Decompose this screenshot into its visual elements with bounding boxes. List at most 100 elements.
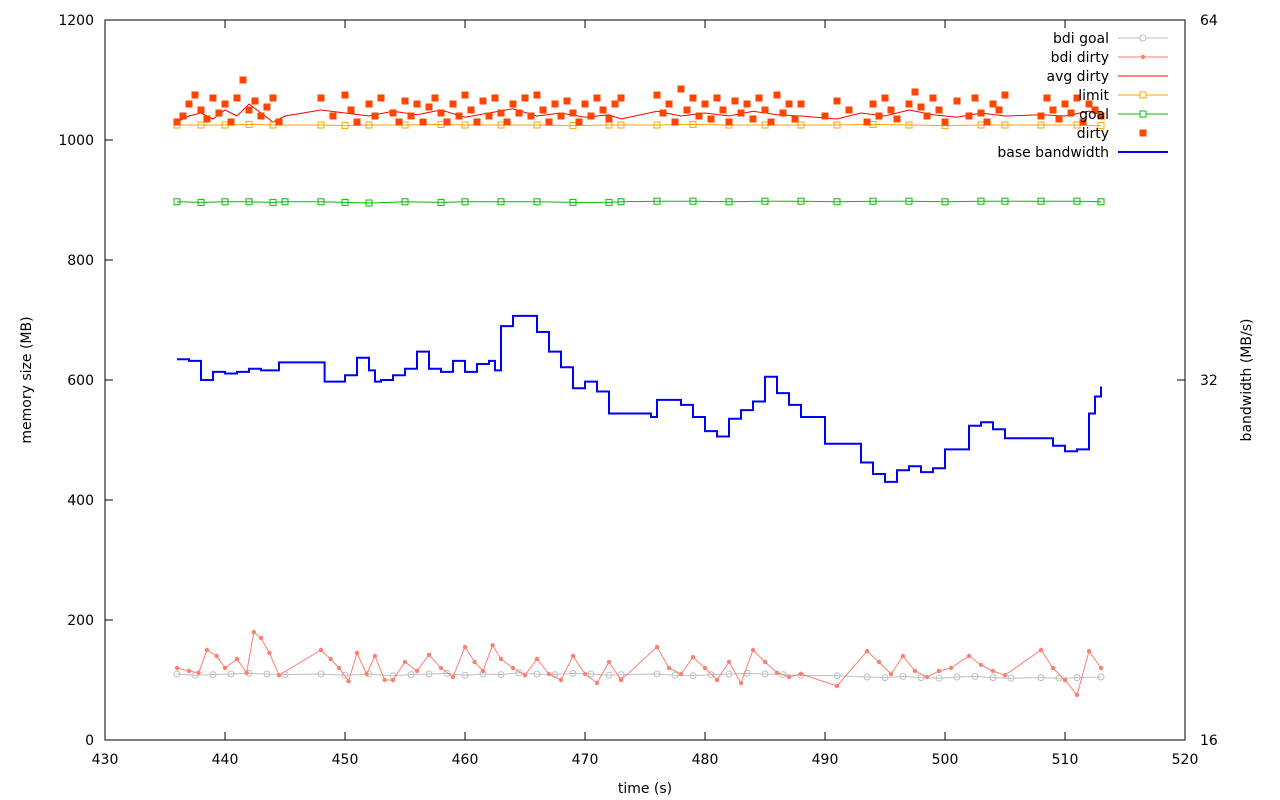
data-point bbox=[1037, 121, 1045, 129]
data-point bbox=[671, 118, 679, 126]
data-point bbox=[390, 677, 396, 683]
legend-label: bdi dirty bbox=[1051, 50, 1109, 66]
y-axis-title: memory size (MB) bbox=[19, 316, 35, 443]
data-point bbox=[372, 653, 378, 659]
data-point bbox=[1073, 94, 1081, 102]
data-point bbox=[594, 680, 600, 686]
data-point bbox=[534, 656, 540, 662]
data-point bbox=[354, 650, 360, 656]
data-point bbox=[395, 118, 403, 126]
y-tick-label: 600 bbox=[67, 373, 94, 389]
data-point bbox=[1038, 647, 1044, 653]
data-point bbox=[773, 91, 781, 99]
data-point bbox=[233, 94, 241, 102]
data-point bbox=[491, 94, 499, 102]
data-point bbox=[653, 197, 661, 205]
data-point bbox=[917, 103, 925, 111]
data-point bbox=[978, 662, 984, 668]
data-point bbox=[714, 677, 720, 683]
data-point bbox=[834, 683, 840, 689]
data-point bbox=[503, 118, 511, 126]
data-point bbox=[1002, 673, 1008, 678]
data-point bbox=[726, 659, 732, 665]
data-point bbox=[989, 100, 997, 108]
data-point bbox=[365, 121, 373, 129]
data-point bbox=[605, 115, 613, 123]
data-point bbox=[725, 670, 733, 678]
data-point bbox=[899, 672, 907, 680]
data-point bbox=[725, 118, 733, 126]
data-point bbox=[569, 122, 577, 130]
y2-axis-title: bandwidth (MB/s) bbox=[1239, 319, 1255, 442]
legend-item: base bandwidth bbox=[997, 145, 1168, 161]
data-point bbox=[214, 653, 219, 659]
x-tick-label: 480 bbox=[692, 752, 719, 768]
data-point bbox=[983, 118, 991, 126]
data-point bbox=[533, 670, 541, 678]
data-point bbox=[186, 668, 192, 674]
data-point bbox=[671, 671, 679, 679]
data-point bbox=[881, 674, 889, 682]
data-point bbox=[185, 100, 193, 108]
legend-marker bbox=[1139, 129, 1147, 137]
data-point bbox=[749, 115, 757, 123]
data-point bbox=[689, 197, 697, 205]
data-point bbox=[1037, 674, 1045, 682]
data-point bbox=[244, 670, 249, 675]
data-point bbox=[497, 109, 505, 117]
series-avg-dirty bbox=[176, 103, 1102, 123]
legend-item: bdi dirty bbox=[1051, 50, 1168, 66]
data-point bbox=[971, 94, 979, 102]
data-point bbox=[1073, 674, 1081, 682]
legend-marker bbox=[1139, 91, 1147, 99]
data-point bbox=[1049, 106, 1057, 114]
data-point bbox=[498, 656, 504, 662]
data-point bbox=[905, 197, 913, 205]
data-point bbox=[1079, 118, 1087, 126]
data-point bbox=[365, 100, 373, 108]
data-point bbox=[695, 112, 703, 120]
data-point bbox=[1001, 121, 1009, 129]
data-point bbox=[666, 665, 672, 671]
data-point bbox=[191, 91, 199, 99]
data-point bbox=[1073, 197, 1081, 205]
data-point bbox=[545, 118, 553, 126]
data-point bbox=[869, 100, 877, 108]
data-point bbox=[173, 198, 181, 206]
data-point bbox=[971, 672, 979, 680]
x-tick-label: 450 bbox=[332, 752, 359, 768]
data-point bbox=[887, 106, 895, 114]
data-point bbox=[317, 94, 325, 102]
data-point bbox=[509, 100, 517, 108]
data-point bbox=[497, 198, 505, 206]
data-point bbox=[707, 671, 715, 679]
data-point bbox=[227, 118, 235, 126]
data-point bbox=[833, 198, 841, 206]
data-point bbox=[791, 115, 799, 123]
data-point bbox=[551, 100, 559, 108]
data-point bbox=[461, 671, 469, 679]
data-point bbox=[341, 91, 349, 99]
data-point bbox=[245, 120, 253, 128]
data-point bbox=[761, 106, 769, 114]
data-point bbox=[269, 94, 277, 102]
data-point bbox=[450, 674, 456, 680]
series-line bbox=[177, 123, 1102, 127]
data-point bbox=[750, 647, 756, 653]
data-point bbox=[786, 674, 792, 680]
data-point bbox=[407, 671, 415, 679]
data-point bbox=[431, 94, 439, 102]
data-point bbox=[239, 76, 247, 84]
data-point bbox=[617, 198, 625, 206]
data-point bbox=[425, 670, 433, 678]
data-point bbox=[1091, 106, 1099, 114]
data-point bbox=[569, 109, 577, 117]
data-point bbox=[917, 674, 925, 682]
data-point bbox=[707, 115, 715, 123]
data-point bbox=[539, 106, 547, 114]
data-point bbox=[953, 673, 961, 681]
data-point bbox=[701, 100, 709, 108]
data-point bbox=[455, 112, 463, 120]
legend-marker bbox=[1139, 110, 1147, 118]
